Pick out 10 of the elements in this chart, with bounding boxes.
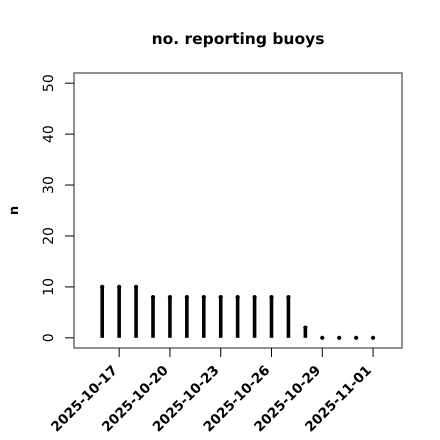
chart-title: no. reporting buoys <box>152 30 324 48</box>
y-tick-label: 20 <box>41 227 57 245</box>
y-tick-label: 40 <box>41 125 57 144</box>
point <box>134 284 138 289</box>
y-tick-label: 10 <box>41 278 57 296</box>
y-tick-label: 0 <box>41 333 57 342</box>
y-tick-label: 50 <box>41 74 57 92</box>
point <box>117 284 122 289</box>
y-tick-label: 30 <box>41 176 57 194</box>
y-axis-title: n <box>7 206 22 216</box>
